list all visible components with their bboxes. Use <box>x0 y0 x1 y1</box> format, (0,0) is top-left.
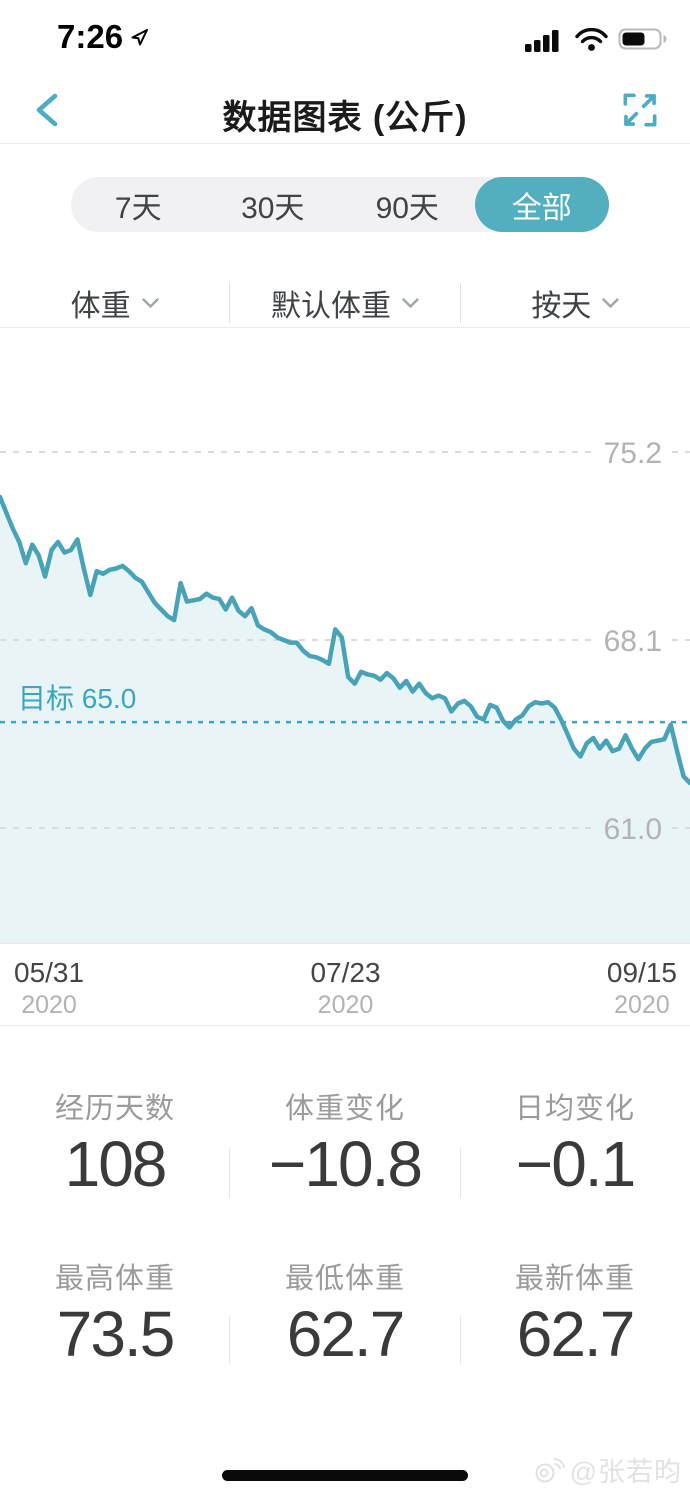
stat-label: 最低体重 <box>284 1263 405 1295</box>
stat-value: 108 <box>64 1128 168 1200</box>
stats-row-2: 最高体重 73.5 最低体重 62.7 最新体重 62.7 <box>0 1262 690 1370</box>
metric-dropdown[interactable]: 体重 <box>0 281 229 325</box>
watermark-text: @张若昀 <box>569 1457 682 1487</box>
svg-text:68.1: 68.1 <box>604 625 662 658</box>
expand-icon <box>623 93 657 127</box>
granularity-dropdown-label: 按天 <box>531 290 592 323</box>
x-tick-year: 2020 <box>21 991 77 1019</box>
filter-bar-divider <box>0 327 690 328</box>
cellular-signal-icon <box>525 29 559 52</box>
status-time: 7:26 <box>57 18 150 55</box>
x-tick-middle: 07/23 2020 <box>310 944 380 1024</box>
header-divider <box>0 143 690 144</box>
stat-divider <box>229 1148 230 1198</box>
filter-divider <box>229 283 231 323</box>
source-dropdown[interactable]: 默认体重 <box>230 281 459 325</box>
stat-highest-weight: 最高体重 73.5 <box>0 1262 230 1370</box>
location-arrow-icon <box>131 29 149 46</box>
status-bar: 7:26 <box>0 0 690 55</box>
stat-label: 日均变化 <box>514 1093 635 1125</box>
stats-top-divider <box>0 1025 690 1026</box>
source-dropdown-label: 默认体重 <box>270 290 391 323</box>
chevron-left-icon <box>36 93 58 127</box>
tab-90-days[interactable]: 90天 <box>375 191 439 225</box>
x-tick-year: 2020 <box>614 991 670 1019</box>
stat-value: −0.1 <box>515 1128 636 1200</box>
x-tick-date: 09/15 <box>606 957 677 988</box>
range-tabs: 7天 30天 90天 全部 <box>71 177 609 232</box>
stat-weight-change: 体重变化 −10.8 <box>230 1092 460 1200</box>
svg-text:75.2: 75.2 <box>604 437 662 470</box>
stat-divider <box>229 1316 230 1364</box>
stat-label: 最高体重 <box>54 1263 175 1295</box>
stat-lowest-weight: 最低体重 62.7 <box>230 1262 460 1370</box>
stat-divider <box>460 1316 461 1364</box>
chevron-down-icon <box>402 297 419 308</box>
stats-row-1: 经历天数 108 体重变化 −10.8 日均变化 −0.1 <box>0 1092 690 1200</box>
watermark: @张若昀 <box>532 1450 682 1489</box>
svg-text:61.0: 61.0 <box>604 813 662 846</box>
filter-bar: 体重 默认体重 按天 <box>0 281 690 325</box>
stat-label: 体重变化 <box>284 1093 405 1125</box>
stat-latest-weight: 最新体重 62.7 <box>460 1262 690 1370</box>
granularity-dropdown[interactable]: 按天 <box>461 281 690 325</box>
home-indicator[interactable] <box>222 1470 468 1481</box>
tab-30-days[interactable]: 30天 <box>241 191 305 225</box>
wifi-icon <box>575 27 608 51</box>
page-title: 数据图表 (公斤) <box>222 99 468 137</box>
chevron-down-icon <box>602 297 620 308</box>
weight-chart-canvas[interactable]: 75.2 68.1 61.0 目标 65.0 <box>0 330 690 943</box>
x-tick-date: 07/23 <box>310 957 381 988</box>
stat-days-elapsed: 经历天数 108 <box>0 1092 230 1200</box>
x-tick-end: 09/15 2020 <box>607 944 677 1024</box>
stat-divider <box>460 1148 461 1198</box>
svg-text:目标 65.0: 目标 65.0 <box>18 683 136 714</box>
stat-value: 62.7 <box>286 1298 406 1370</box>
stat-value: 73.5 <box>56 1298 176 1370</box>
metric-dropdown-label: 体重 <box>70 290 131 323</box>
battery-icon <box>618 28 667 50</box>
stat-value: 62.7 <box>516 1298 636 1370</box>
chevron-down-icon <box>141 297 159 308</box>
x-tick-start: 05/31 2020 <box>14 944 84 1024</box>
stat-label: 最新体重 <box>514 1263 635 1295</box>
stat-label: 经历天数 <box>54 1093 175 1125</box>
stat-value: −10.8 <box>269 1128 423 1200</box>
expand-fullscreen-button[interactable] <box>618 88 662 132</box>
tab-all[interactable]: 全部 <box>474 177 609 232</box>
weight-chart[interactable]: 75.2 68.1 61.0 目标 65.0 <box>0 330 690 943</box>
tab-7-days[interactable]: 7天 <box>114 191 162 225</box>
back-button[interactable] <box>30 88 70 132</box>
weibo-logo-icon <box>535 1457 565 1482</box>
x-tick-year: 2020 <box>317 991 374 1019</box>
x-tick-date: 05/31 <box>14 957 85 988</box>
clock-text: 7:26 <box>57 18 124 55</box>
stat-daily-average-change: 日均变化 −0.1 <box>460 1092 690 1200</box>
x-axis-labels: 05/31 2020 07/23 2020 09/15 2020 <box>0 944 690 1024</box>
chart-bottom-divider <box>0 943 690 944</box>
filter-divider <box>459 283 461 323</box>
status-icons <box>525 26 668 52</box>
